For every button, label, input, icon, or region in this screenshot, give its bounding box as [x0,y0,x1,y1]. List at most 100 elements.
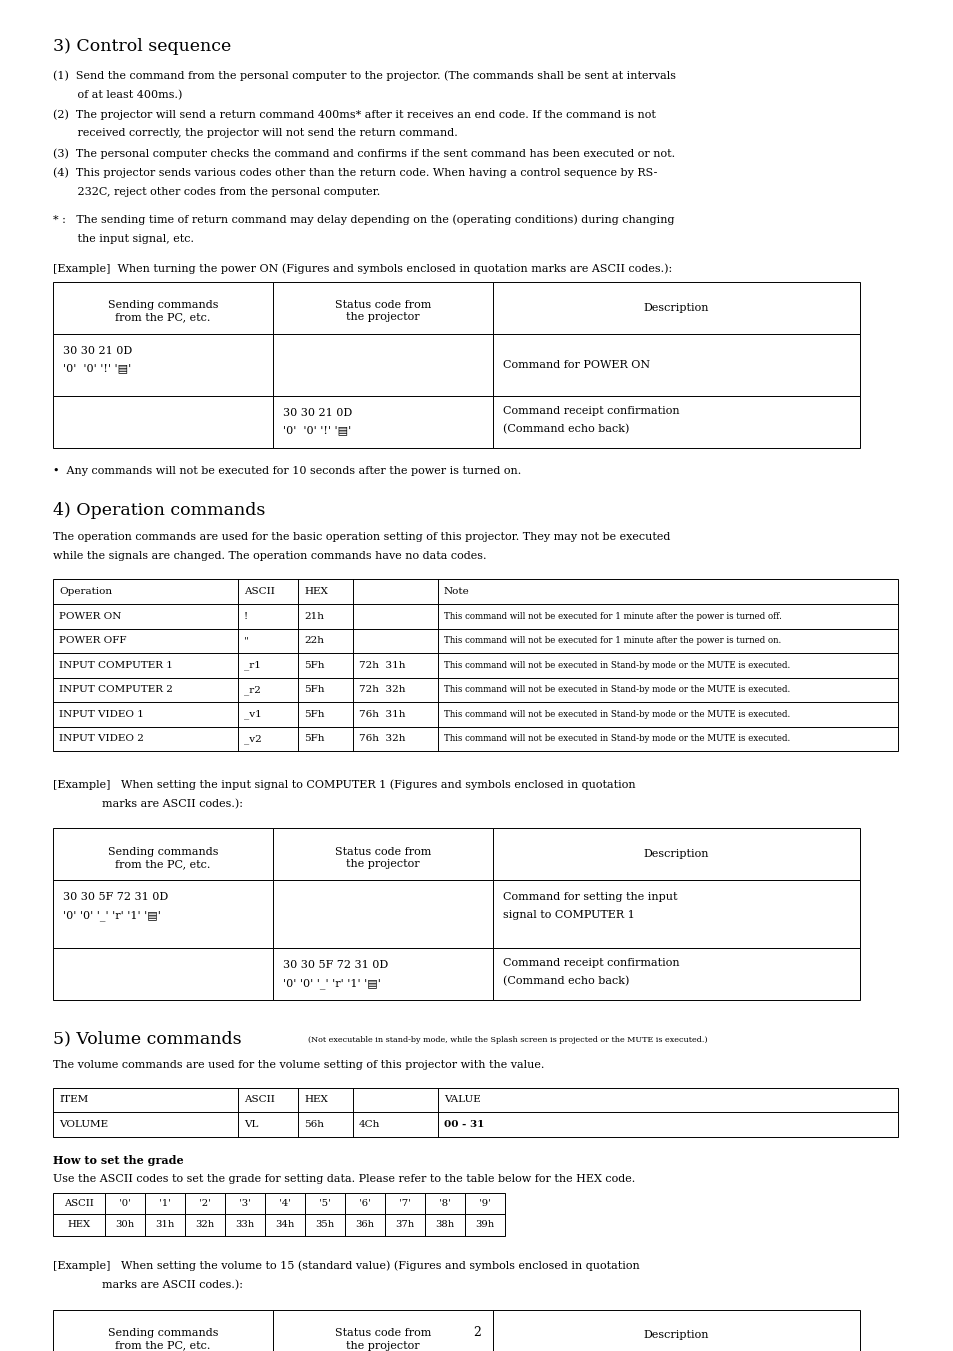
Text: How to set the grade: How to set the grade [53,1155,183,1166]
Text: This command will not be executed in Stand-by mode or the MUTE is executed.: This command will not be executed in Sta… [443,661,789,670]
Text: while the signals are changed. The operation commands have no data codes.: while the signals are changed. The opera… [53,551,486,561]
Bar [385,1193,424,1215]
Text: POWER OFF: POWER OFF [59,636,127,646]
Bar [53,1215,105,1236]
Text: signal to COMPUTER 1: signal to COMPUTER 1 [502,911,634,920]
Text: the input signal, etc.: the input signal, etc. [53,234,193,245]
Text: (3)  The personal computer checks the command and confirms if the sent command h: (3) The personal computer checks the com… [53,149,675,158]
Text: Status code from: Status code from [335,300,431,311]
Text: VOLUME: VOLUME [59,1120,108,1128]
Text: 5Fh: 5Fh [304,661,324,670]
Text: The operation commands are used for the basic operation setting of this projecto: The operation commands are used for the … [53,531,670,542]
Bar [105,1193,145,1215]
Text: from the PC, etc.: from the PC, etc. [115,1340,211,1351]
Text: This command will not be executed for 1 minute after the power is turned on.: This command will not be executed for 1 … [443,636,781,646]
Text: 30h: 30h [115,1220,134,1229]
Bar [145,1193,185,1215]
Text: 232C, reject other codes from the personal computer.: 232C, reject other codes from the person… [53,186,380,197]
Text: 35h: 35h [315,1220,335,1229]
Text: '1': '1' [159,1198,171,1208]
Text: (Command echo back): (Command echo back) [502,423,629,434]
Bar [185,1193,225,1215]
Text: Command receipt confirmation: Command receipt confirmation [502,405,679,416]
Text: '0': '0' [119,1198,131,1208]
Text: 76h  31h: 76h 31h [358,709,405,719]
Text: * :   The sending time of return command may delay depending on the (operating c: * : The sending time of return command m… [53,215,674,226]
Bar [53,1088,897,1136]
Text: marks are ASCII codes.):: marks are ASCII codes.): [53,798,243,809]
Text: 33h: 33h [235,1220,254,1229]
Text: '7': '7' [398,1198,411,1208]
Text: 4) Operation commands: 4) Operation commands [53,501,265,519]
Text: '0'  '0' '!' '▤': '0' '0' '!' '▤' [283,426,351,435]
Text: '9': '9' [478,1198,491,1208]
Text: 37h: 37h [395,1220,415,1229]
Bar [424,1193,464,1215]
Text: VALUE: VALUE [443,1096,480,1104]
Text: 00 - 31: 00 - 31 [443,1120,484,1128]
Text: '0' '0' '_' 'r' '1' '▤': '0' '0' '_' 'r' '1' '▤' [63,911,161,921]
Text: received correctly, the projector will not send the return command.: received correctly, the projector will n… [53,128,457,139]
Bar [273,1309,493,1351]
Bar [493,334,859,396]
Text: [Example]   When setting the volume to 15 (standard value) (Figures and symbols : [Example] When setting the volume to 15 … [53,1260,639,1271]
Text: INPUT COMPUTER 1: INPUT COMPUTER 1 [59,661,172,670]
Text: marks are ASCII codes.):: marks are ASCII codes.): [53,1279,243,1290]
Bar [105,1215,145,1236]
Bar [345,1215,385,1236]
Bar [273,334,493,396]
Bar [53,396,273,447]
Text: HEX: HEX [304,586,328,596]
Text: 5Fh: 5Fh [304,685,324,694]
Text: INPUT VIDEO 2: INPUT VIDEO 2 [59,734,144,743]
Bar [305,1193,345,1215]
Text: •  Any commands will not be executed for 10 seconds after the power is turned on: • Any commands will not be executed for … [53,466,520,476]
Text: (2)  The projector will send a return command 400ms* after it receives an end co: (2) The projector will send a return com… [53,109,656,119]
Text: from the PC, etc.: from the PC, etc. [115,312,211,323]
Text: Status code from: Status code from [335,847,431,857]
Text: ITEM: ITEM [59,1096,89,1104]
Text: Description: Description [643,848,708,859]
Text: 5Fh: 5Fh [304,709,324,719]
Text: 31h: 31h [155,1220,174,1229]
Text: ASCII: ASCII [244,1096,274,1104]
Text: 34h: 34h [275,1220,294,1229]
Text: _v2: _v2 [244,734,261,743]
Text: Command for setting the input: Command for setting the input [502,892,677,902]
Text: '0'  '0' '!' '▤': '0' '0' '!' '▤' [63,363,132,373]
Text: '5': '5' [318,1198,331,1208]
Text: '0' '0' '_' 'r' '1' '▤': '0' '0' '_' 'r' '1' '▤' [283,978,380,989]
Text: the projector: the projector [346,859,419,869]
Text: Description: Description [643,303,708,312]
Text: Status code from: Status code from [335,1328,431,1339]
Bar [225,1193,265,1215]
Text: This command will not be executed in Stand-by mode or the MUTE is executed.: This command will not be executed in Sta… [443,734,789,743]
Text: ASCII: ASCII [64,1198,93,1208]
Text: 30 30 5F 72 31 0D: 30 30 5F 72 31 0D [283,961,388,970]
Text: 72h  31h: 72h 31h [358,661,405,670]
Text: 38h: 38h [435,1220,455,1229]
Bar [273,396,493,447]
Text: The volume commands are used for the volume setting of this projector with the v: The volume commands are used for the vol… [53,1061,544,1070]
Text: [Example]   When setting the input signal to COMPUTER 1 (Figures and symbols enc: [Example] When setting the input signal … [53,780,635,789]
Text: This command will not be executed for 1 minute after the power is turned off.: This command will not be executed for 1 … [443,612,781,620]
Bar [305,1215,345,1236]
Text: (Not executable in stand-by mode, while the Splash screen is projected or the MU: (Not executable in stand-by mode, while … [308,1036,707,1044]
Bar [493,828,859,880]
Text: Note: Note [443,586,469,596]
Text: 36h: 36h [355,1220,375,1229]
Text: Command receipt confirmation: Command receipt confirmation [502,958,679,969]
Text: 30 30 5F 72 31 0D: 30 30 5F 72 31 0D [63,892,168,902]
Bar [265,1215,305,1236]
Text: Use the ASCII codes to set the grade for setting data. Please refer to the table: Use the ASCII codes to set the grade for… [53,1174,635,1185]
Bar [53,948,273,1000]
Text: 76h  32h: 76h 32h [358,734,405,743]
Bar [273,948,493,1000]
Bar [185,1215,225,1236]
Text: the projector: the projector [346,312,419,323]
Bar [53,828,273,880]
Text: _r1: _r1 [244,661,260,670]
Text: INPUT COMPUTER 2: INPUT COMPUTER 2 [59,685,172,694]
Text: HEX: HEX [68,1220,91,1229]
Text: the projector: the projector [346,1340,419,1351]
